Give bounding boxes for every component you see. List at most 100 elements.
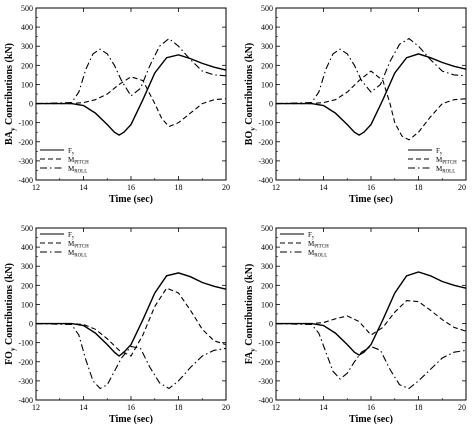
y-tick-label: -300 — [258, 377, 273, 386]
y-tick-label: 0 — [29, 320, 33, 329]
y-tick-label: 100 — [21, 80, 33, 89]
chart-panel-ba: -400 -300 -200 -100 0 100 200 300 400 500 12 14 16 18… — [4, 4, 230, 205]
legend-label-sub: PITCH — [74, 245, 89, 250]
y-tick-label: 100 — [261, 80, 273, 89]
series-line-fy — [36, 54, 227, 136]
y-tick-label: -400 — [18, 396, 33, 405]
y-axis-title-rest: Contributions (kN) — [4, 43, 15, 127]
x-tick-label: 14 — [320, 403, 328, 412]
y-tick-label: 0 — [269, 320, 273, 329]
x-tick-label: 20 — [222, 183, 230, 192]
legend-label-mpitch: MPITCH — [68, 156, 89, 166]
x-tick-label: 16 — [367, 403, 375, 412]
y-axis-title-sub: y — [9, 347, 17, 351]
legend-label-main: M — [308, 240, 315, 248]
series-line-mroll — [35, 323, 227, 390]
legend-label-fy: Fy — [436, 147, 443, 157]
y-axis-title-rest: Contributions (kN) — [244, 43, 255, 127]
series-line-mroll — [35, 37, 227, 105]
plot-frame — [275, 227, 467, 401]
y-tick-label: -200 — [258, 138, 273, 147]
y-tick-label: 400 — [21, 23, 33, 32]
y-tick-label: 400 — [261, 23, 273, 32]
y-tick-label: 200 — [261, 61, 273, 70]
y-axis-title: FOy Contributions (kN) — [4, 263, 17, 365]
x-tick-label: 14 — [320, 183, 328, 192]
series-line-mpitch — [36, 287, 227, 357]
y-tick-label: 200 — [21, 281, 33, 290]
legend-label-mpitch: MPITCH — [308, 240, 329, 250]
legend-label-sub: y — [440, 152, 443, 157]
y-tick-label: 100 — [261, 300, 273, 309]
x-tick-label: 16 — [127, 403, 135, 412]
legend-label-sub: PITCH — [442, 161, 457, 166]
legend-label-fy: Fy — [68, 231, 75, 241]
series-line-mpitch — [276, 300, 467, 336]
chart-panel-fa: -400 -300 -200 -100 0 100 200 300 400 500 12 14 16 18… — [244, 224, 467, 424]
legend-label-mroll: MROLL — [68, 165, 87, 175]
y-tick-label: -100 — [18, 119, 33, 128]
plot-frame — [35, 227, 227, 401]
x-axis-title: Time (sec) — [109, 414, 153, 424]
legend-label-mpitch: MPITCH — [436, 156, 457, 166]
y-tick-label: 500 — [261, 4, 273, 13]
y-axis-title-sub: y — [9, 127, 17, 131]
legend-label-sub: y — [72, 236, 75, 241]
y-tick-label: 300 — [21, 262, 33, 271]
legend-label-main: F — [68, 231, 72, 239]
y-axis-title-main: BA — [4, 130, 15, 145]
x-axis-title: Time (sec) — [349, 194, 393, 205]
legend-label-main: M — [68, 240, 75, 248]
legend-label-sub: y — [72, 152, 75, 157]
y-axis-title-main: FA — [244, 351, 255, 364]
x-tick-label: 16 — [367, 183, 375, 192]
y-axis-title-main: BO — [244, 131, 255, 146]
y-tick-label: 0 — [29, 100, 33, 109]
y-tick-label: -200 — [18, 358, 33, 367]
y-axis-title: FAy Contributions (kN) — [244, 264, 257, 365]
y-axis-title-rest: Contributions (kN) — [244, 264, 255, 348]
y-tick-label: 500 — [21, 224, 33, 233]
y-tick-label: -300 — [18, 157, 33, 166]
y-tick-label: -100 — [258, 119, 273, 128]
y-tick-label: 400 — [261, 243, 273, 252]
legend-label-main: F — [436, 147, 440, 155]
x-tick-label: 12 — [272, 183, 280, 192]
x-tick-label: 12 — [32, 403, 40, 412]
y-tick-label: -300 — [258, 157, 273, 166]
x-tick-label: 20 — [458, 403, 466, 412]
legend-label-mroll: MROLL — [436, 165, 455, 175]
x-tick-label: 20 — [222, 403, 230, 412]
x-axis-title: Time (sec) — [349, 414, 393, 424]
x-tick-label: 18 — [415, 403, 423, 412]
legend-label-main: M — [436, 165, 443, 173]
y-tick-label: 200 — [21, 61, 33, 70]
x-tick-label: 12 — [272, 403, 280, 412]
series-line-fy — [276, 271, 467, 356]
legend-label-sub: ROLL — [442, 170, 455, 175]
x-tick-label: 14 — [80, 403, 88, 412]
legend-label-main: M — [308, 249, 315, 257]
y-axis-title-rest: Contributions (kN) — [4, 263, 15, 347]
legend-label-sub: ROLL — [314, 254, 327, 259]
legend-label-main: F — [308, 231, 312, 239]
y-tick-label: 100 — [21, 300, 33, 309]
legend-label-fy: Fy — [68, 147, 75, 157]
chart-panel-bo: -400 -300 -200 -100 0 100 200 300 400 500 12 14 16 18… — [244, 4, 467, 205]
legend-label-main: M — [68, 165, 75, 173]
x-axis-title: Time (sec) — [109, 194, 153, 205]
x-tick-label: 14 — [80, 183, 88, 192]
legend-label-mpitch: MPITCH — [68, 240, 89, 250]
legend-label-main: F — [68, 147, 72, 155]
plot-frame — [35, 7, 227, 181]
y-tick-label: -100 — [18, 339, 33, 348]
legend-label-sub: ROLL — [74, 170, 87, 175]
legend-label-sub: y — [312, 236, 315, 241]
y-tick-label: -200 — [18, 138, 33, 147]
x-tick-label: 18 — [175, 403, 183, 412]
series-line-mroll — [275, 323, 467, 390]
